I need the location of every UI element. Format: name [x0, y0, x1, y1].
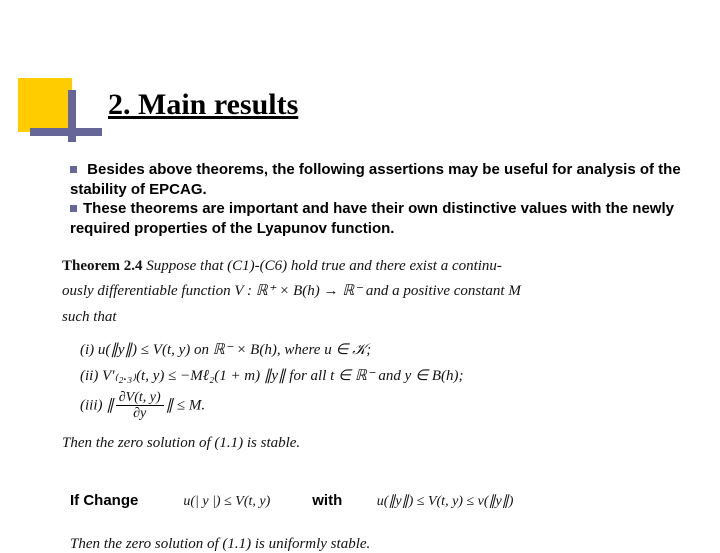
theorem-intro-line: ously differentiable function V : ℝ⁺ × B… [62, 280, 680, 303]
fraction-denominator: ∂y [116, 406, 164, 421]
theorem-intro-line: Suppose that (C1)-(C6) hold true and the… [146, 258, 502, 274]
condition-ii: (ii) V′₍₂.₃₎(t, y) ≤ −Mℓ₂(1 + m) ∥y∥ for… [62, 365, 680, 388]
theorem-intro-line: such that [62, 306, 680, 329]
cond-iii-prefix: (iii) ∥ [80, 398, 114, 414]
footer-row: If Change u(| y |) ≤ V(t, y) with u(∥y∥)… [70, 492, 690, 510]
bullet-text: These theorems are important and have th… [70, 200, 674, 237]
fraction: ∂V(t, y)∂y [116, 391, 164, 421]
theorem-conclusion: Then the zero solution of (1.1) is stabl… [62, 432, 680, 455]
footer-formula-2: u(∥y∥) ≤ V(t, y) ≤ v(∥y∥) [377, 494, 514, 509]
condition-iii: (iii) ∥∂V(t, y)∂y∥ ≤ M. [62, 391, 680, 421]
with-label: with [312, 492, 342, 509]
section-heading: 2. Main results [108, 88, 298, 122]
theorem-block: Theorem 2.4 Suppose that (C1)-(C6) hold … [62, 255, 680, 455]
theorem-conditions: (i) u(∥y∥) ≤ V(t, y) on ℝ⁻ × B(h), where… [62, 339, 680, 422]
slide-title-accent-box [18, 78, 72, 132]
square-bullet-icon [70, 166, 77, 173]
cond-iii-suffix: ∥ ≤ M. [166, 398, 205, 414]
footer-formula-1: u(| y |) ≤ V(t, y) [183, 494, 270, 509]
uniform-stable-line: Then the zero solution of (1.1) is unifo… [70, 536, 370, 553]
theorem-label: Theorem 2.4 [62, 258, 143, 274]
fraction-numerator: ∂V(t, y) [116, 391, 164, 406]
bullet-text: Besides above theorems, the following as… [70, 161, 681, 198]
if-change-label: If Change [70, 492, 138, 509]
square-bullet-icon [70, 205, 77, 212]
slide-title-underline-bar [30, 128, 102, 136]
bullet-content: Besides above theorems, the following as… [70, 160, 690, 238]
slide-title-vertical-bar [68, 90, 76, 142]
condition-i: (i) u(∥y∥) ≤ V(t, y) on ℝ⁻ × B(h), where… [62, 339, 680, 362]
